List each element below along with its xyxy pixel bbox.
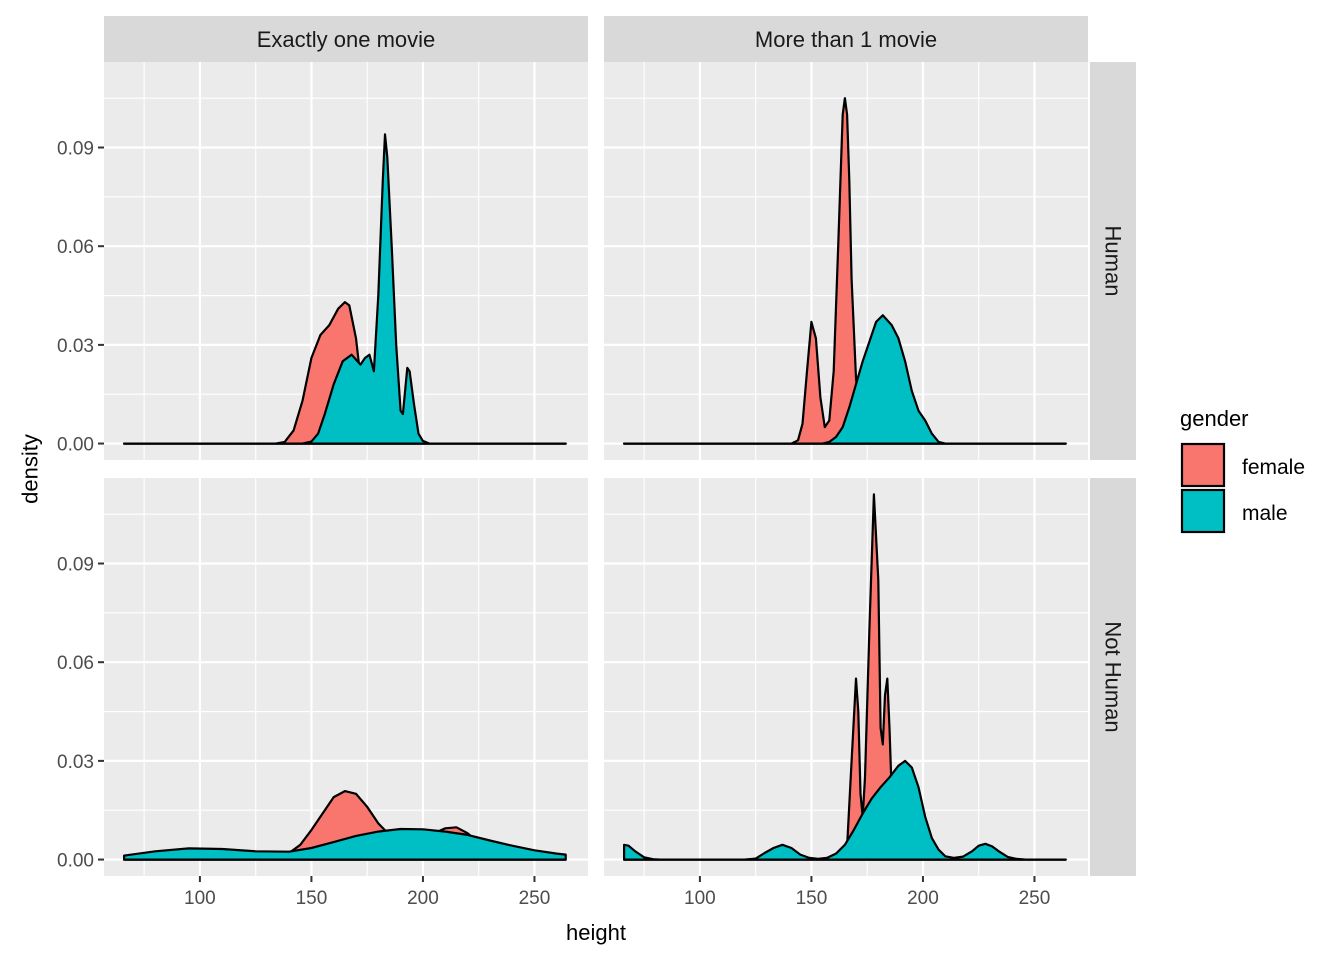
panel-background: [604, 478, 1088, 876]
col-strip-1: More than 1 movie: [604, 16, 1088, 62]
density-area-male: [623, 759, 1067, 861]
legend-label-male: male: [1242, 502, 1288, 525]
x-axis-title: height: [566, 920, 626, 945]
col-strip-label: Exactly one movie: [257, 27, 436, 52]
x-tick-label: 150: [796, 888, 828, 909]
y-tick-label: 0.06: [57, 237, 94, 258]
density-area-male: [123, 133, 567, 445]
y-tick-label: 0.09: [57, 555, 94, 576]
y-tick-label: 0.03: [57, 752, 94, 773]
legend-title: gender: [1180, 406, 1249, 431]
x-tick-label: 200: [407, 888, 439, 909]
row-strip-label: Not Human: [1101, 621, 1126, 732]
y-tick-label: 0.03: [57, 336, 94, 357]
row-strip-1: Not Human: [1090, 478, 1136, 876]
row-strip-label: Human: [1101, 226, 1126, 297]
x-tick-label: 150: [296, 888, 328, 909]
col-strip-0: Exactly one movie: [104, 16, 588, 62]
strip-background: [1090, 478, 1136, 876]
legend: gender female male: [1180, 406, 1305, 534]
legend-key-male: [1180, 488, 1226, 534]
x-axis-0: 100 150 200 250: [184, 876, 550, 909]
legend-key-female: [1180, 442, 1226, 488]
density-areas-1-0: [123, 790, 567, 861]
y-tick-label: 0.00: [57, 435, 94, 456]
x-axis-1: 100 150 200 250: [684, 876, 1050, 909]
density-areas-0-1: [623, 97, 1067, 445]
strip-background: [104, 16, 588, 62]
density-areas-0-0: [123, 133, 567, 445]
x-tick-label: 100: [184, 888, 216, 909]
x-tick-label: 250: [1019, 888, 1051, 909]
y-axis-0: 0.00 0.03 0.06 0.09: [57, 139, 104, 456]
y-axis-1: 0.00 0.03 0.06 0.09: [57, 555, 104, 872]
row-strip-0: Human: [1090, 62, 1136, 460]
y-tick-label: 0.00: [57, 851, 94, 872]
panel-1-1: [604, 478, 1088, 876]
strip-background: [1090, 62, 1136, 460]
y-tick-label: 0.09: [57, 139, 94, 160]
y-tick-label: 0.06: [57, 653, 94, 674]
x-tick-label: 200: [907, 888, 939, 909]
density-area-male: [123, 827, 567, 861]
density-area-male: [623, 314, 1067, 445]
x-tick-label: 100: [684, 888, 716, 909]
y-axis-title: density: [18, 434, 43, 504]
legend-label-female: female: [1242, 456, 1305, 479]
strip-background: [604, 16, 1088, 62]
density-areas-1-1: [623, 493, 1067, 861]
col-strip-label: More than 1 movie: [755, 27, 937, 52]
x-tick-label: 250: [519, 888, 551, 909]
